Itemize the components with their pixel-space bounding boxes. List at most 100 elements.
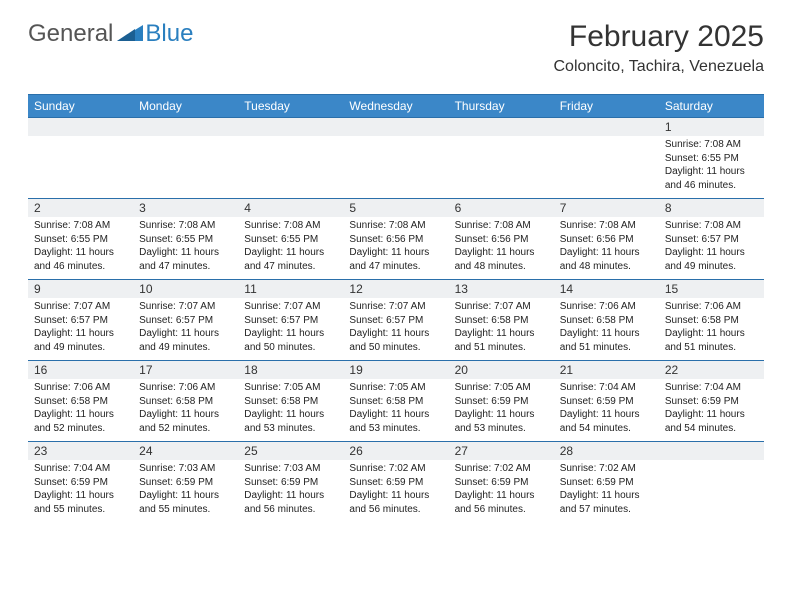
logo-text-blue: Blue bbox=[145, 20, 193, 48]
sunset-text: Sunset: 6:59 PM bbox=[455, 395, 548, 409]
sunset-text: Sunset: 6:59 PM bbox=[560, 395, 653, 409]
daylight-text: Daylight: 11 hours and 55 minutes. bbox=[34, 489, 127, 516]
sunset-text: Sunset: 6:57 PM bbox=[665, 233, 758, 247]
day-cell: Sunrise: 7:04 AMSunset: 6:59 PMDaylight:… bbox=[554, 379, 659, 441]
day-number: 4 bbox=[238, 199, 343, 217]
day-number: 11 bbox=[238, 280, 343, 298]
day-cell: Sunrise: 7:05 AMSunset: 6:58 PMDaylight:… bbox=[238, 379, 343, 441]
day-number: 7 bbox=[554, 199, 659, 217]
month-title: February 2025 bbox=[553, 20, 764, 54]
sunrise-text: Sunrise: 7:03 AM bbox=[139, 462, 232, 476]
daylight-text: Daylight: 11 hours and 47 minutes. bbox=[139, 246, 232, 273]
sunrise-text: Sunrise: 7:08 AM bbox=[455, 219, 548, 233]
day-number: 18 bbox=[238, 361, 343, 379]
day-cell: Sunrise: 7:07 AMSunset: 6:57 PMDaylight:… bbox=[343, 298, 448, 360]
day-cell: Sunrise: 7:03 AMSunset: 6:59 PMDaylight:… bbox=[238, 460, 343, 522]
day-number: 20 bbox=[449, 361, 554, 379]
daylight-text: Daylight: 11 hours and 54 minutes. bbox=[560, 408, 653, 435]
sunset-text: Sunset: 6:59 PM bbox=[34, 476, 127, 490]
day-cell: Sunrise: 7:08 AMSunset: 6:55 PMDaylight:… bbox=[28, 217, 133, 279]
day-number: 19 bbox=[343, 361, 448, 379]
day-cell: Sunrise: 7:08 AMSunset: 6:55 PMDaylight:… bbox=[133, 217, 238, 279]
day-number: 1 bbox=[659, 118, 764, 136]
day-body-row: Sunrise: 7:08 AMSunset: 6:55 PMDaylight:… bbox=[28, 217, 764, 279]
day-cell: Sunrise: 7:08 AMSunset: 6:57 PMDaylight:… bbox=[659, 217, 764, 279]
sunrise-text: Sunrise: 7:05 AM bbox=[455, 381, 548, 395]
daylight-text: Daylight: 11 hours and 53 minutes. bbox=[244, 408, 337, 435]
sunset-text: Sunset: 6:56 PM bbox=[349, 233, 442, 247]
day-cell: Sunrise: 7:07 AMSunset: 6:58 PMDaylight:… bbox=[449, 298, 554, 360]
day-cell: Sunrise: 7:03 AMSunset: 6:59 PMDaylight:… bbox=[133, 460, 238, 522]
sunrise-text: Sunrise: 7:04 AM bbox=[560, 381, 653, 395]
day-cell: Sunrise: 7:06 AMSunset: 6:58 PMDaylight:… bbox=[659, 298, 764, 360]
daylight-text: Daylight: 11 hours and 53 minutes. bbox=[349, 408, 442, 435]
location-text: Coloncito, Tachira, Venezuela bbox=[553, 58, 764, 76]
day-number: 6 bbox=[449, 199, 554, 217]
daylight-text: Daylight: 11 hours and 52 minutes. bbox=[34, 408, 127, 435]
daylight-text: Daylight: 11 hours and 48 minutes. bbox=[455, 246, 548, 273]
sunset-text: Sunset: 6:57 PM bbox=[34, 314, 127, 328]
daylight-text: Daylight: 11 hours and 51 minutes. bbox=[560, 327, 653, 354]
day-cell: Sunrise: 7:06 AMSunset: 6:58 PMDaylight:… bbox=[28, 379, 133, 441]
daylight-text: Daylight: 11 hours and 47 minutes. bbox=[244, 246, 337, 273]
sunset-text: Sunset: 6:59 PM bbox=[244, 476, 337, 490]
daylight-text: Daylight: 11 hours and 57 minutes. bbox=[560, 489, 653, 516]
week-row: 16171819202122Sunrise: 7:06 AMSunset: 6:… bbox=[28, 360, 764, 441]
sunset-text: Sunset: 6:55 PM bbox=[34, 233, 127, 247]
day-number: 22 bbox=[659, 361, 764, 379]
sunset-text: Sunset: 6:58 PM bbox=[244, 395, 337, 409]
sunset-text: Sunset: 6:56 PM bbox=[455, 233, 548, 247]
day-cell: Sunrise: 7:05 AMSunset: 6:58 PMDaylight:… bbox=[343, 379, 448, 441]
sunrise-text: Sunrise: 7:05 AM bbox=[349, 381, 442, 395]
day-cell bbox=[449, 136, 554, 198]
sunset-text: Sunset: 6:58 PM bbox=[34, 395, 127, 409]
day-number bbox=[343, 118, 448, 136]
sunrise-text: Sunrise: 7:02 AM bbox=[349, 462, 442, 476]
daylight-text: Daylight: 11 hours and 49 minutes. bbox=[665, 246, 758, 273]
daylight-text: Daylight: 11 hours and 56 minutes. bbox=[455, 489, 548, 516]
sunrise-text: Sunrise: 7:05 AM bbox=[244, 381, 337, 395]
sunset-text: Sunset: 6:55 PM bbox=[139, 233, 232, 247]
daynum-strip: 232425262728 bbox=[28, 442, 764, 460]
weekday-cell: Tuesday bbox=[238, 95, 343, 117]
logo-triangle-icon bbox=[117, 23, 143, 46]
day-cell: Sunrise: 7:06 AMSunset: 6:58 PMDaylight:… bbox=[133, 379, 238, 441]
day-cell: Sunrise: 7:07 AMSunset: 6:57 PMDaylight:… bbox=[28, 298, 133, 360]
sunrise-text: Sunrise: 7:03 AM bbox=[244, 462, 337, 476]
day-number: 3 bbox=[133, 199, 238, 217]
sunrise-text: Sunrise: 7:07 AM bbox=[244, 300, 337, 314]
sunrise-text: Sunrise: 7:08 AM bbox=[244, 219, 337, 233]
day-number bbox=[238, 118, 343, 136]
weekday-cell: Sunday bbox=[28, 95, 133, 117]
day-cell: Sunrise: 7:06 AMSunset: 6:58 PMDaylight:… bbox=[554, 298, 659, 360]
day-cell: Sunrise: 7:04 AMSunset: 6:59 PMDaylight:… bbox=[28, 460, 133, 522]
day-number bbox=[28, 118, 133, 136]
sunrise-text: Sunrise: 7:08 AM bbox=[560, 219, 653, 233]
day-number bbox=[133, 118, 238, 136]
day-number: 25 bbox=[238, 442, 343, 460]
sunset-text: Sunset: 6:58 PM bbox=[455, 314, 548, 328]
daylight-text: Daylight: 11 hours and 56 minutes. bbox=[349, 489, 442, 516]
daylight-text: Daylight: 11 hours and 49 minutes. bbox=[139, 327, 232, 354]
day-body-row: Sunrise: 7:04 AMSunset: 6:59 PMDaylight:… bbox=[28, 460, 764, 522]
sunrise-text: Sunrise: 7:08 AM bbox=[349, 219, 442, 233]
daylight-text: Daylight: 11 hours and 50 minutes. bbox=[244, 327, 337, 354]
daylight-text: Daylight: 11 hours and 49 minutes. bbox=[34, 327, 127, 354]
day-cell: Sunrise: 7:02 AMSunset: 6:59 PMDaylight:… bbox=[554, 460, 659, 522]
day-number: 8 bbox=[659, 199, 764, 217]
title-block: February 2025 Coloncito, Tachira, Venezu… bbox=[553, 20, 764, 76]
sunrise-text: Sunrise: 7:06 AM bbox=[665, 300, 758, 314]
day-number bbox=[554, 118, 659, 136]
day-number: 21 bbox=[554, 361, 659, 379]
day-cell: Sunrise: 7:04 AMSunset: 6:59 PMDaylight:… bbox=[659, 379, 764, 441]
day-body-row: Sunrise: 7:06 AMSunset: 6:58 PMDaylight:… bbox=[28, 379, 764, 441]
daylight-text: Daylight: 11 hours and 51 minutes. bbox=[455, 327, 548, 354]
sunset-text: Sunset: 6:58 PM bbox=[349, 395, 442, 409]
daylight-text: Daylight: 11 hours and 54 minutes. bbox=[665, 408, 758, 435]
sunrise-text: Sunrise: 7:06 AM bbox=[34, 381, 127, 395]
day-number: 15 bbox=[659, 280, 764, 298]
sunrise-text: Sunrise: 7:07 AM bbox=[349, 300, 442, 314]
weekday-cell: Friday bbox=[554, 95, 659, 117]
sunset-text: Sunset: 6:59 PM bbox=[560, 476, 653, 490]
daylight-text: Daylight: 11 hours and 50 minutes. bbox=[349, 327, 442, 354]
